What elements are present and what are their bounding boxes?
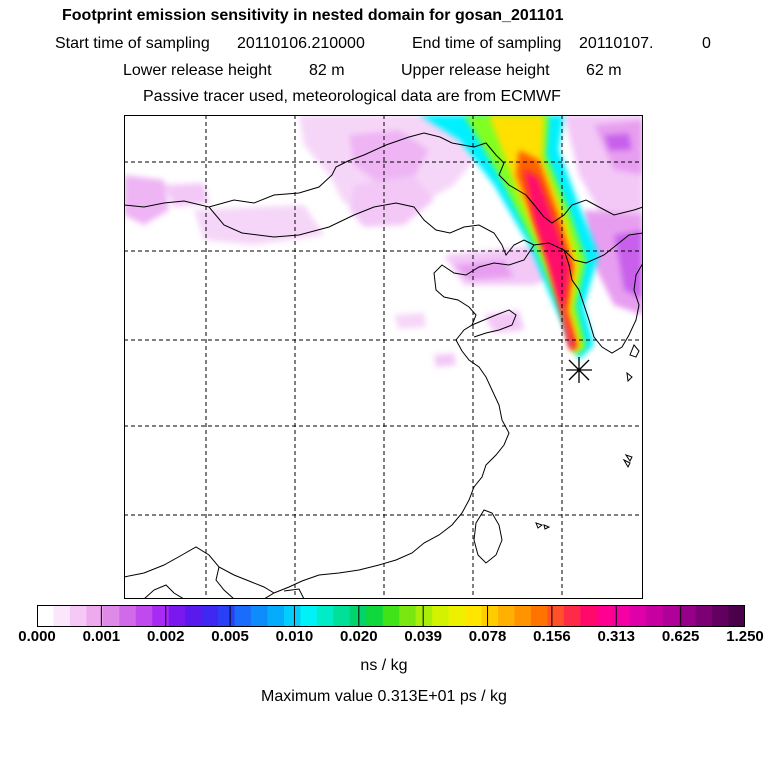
colorbar-swatch — [267, 605, 285, 627]
lower-release-label: Lower release height — [123, 62, 272, 79]
end-time-value: 20110107. — [579, 35, 654, 52]
colorbar-tick-label: 0.010 — [275, 628, 314, 645]
upper-release-value: 62 m — [586, 62, 622, 79]
colorbar-swatch — [300, 605, 318, 627]
colorbar-swatch — [185, 605, 203, 627]
colorbar-swatch — [366, 605, 384, 627]
map-frame — [124, 115, 643, 599]
colorbar — [37, 605, 745, 627]
colorbar-swatch — [316, 605, 334, 627]
colorbar-tick-label: 0.156 — [533, 628, 571, 645]
colorbar-swatch — [382, 605, 400, 627]
colorbar-tick-label: 0.002 — [146, 628, 185, 645]
colorbar-swatch — [448, 605, 466, 627]
colorbar-swatch — [514, 605, 532, 627]
colorbar-swatch — [135, 605, 153, 627]
end-time-label: End time of sampling — [412, 35, 562, 52]
colorbar-tick-label: 0.005 — [211, 628, 249, 645]
start-time-label: Start time of sampling — [55, 35, 210, 52]
colorbar-swatch — [629, 605, 647, 627]
plot-title: Footprint emission sensitivity in nested… — [62, 7, 564, 24]
colorbar-tick-label: 0.000 — [18, 628, 56, 645]
colorbar-tick-label: 0.625 — [661, 628, 700, 645]
colorbar-swatch — [695, 605, 713, 627]
map-grid — [124, 115, 643, 599]
colorbar-swatch — [234, 605, 252, 627]
colorbar-swatch — [596, 605, 614, 627]
colorbar-tick-label: 0.039 — [404, 628, 442, 645]
colorbar-swatch — [415, 605, 433, 627]
colorbar-swatch — [613, 605, 631, 627]
colorbar-swatch — [679, 605, 697, 627]
colorbar-swatch — [86, 605, 104, 627]
colorbar-swatch — [168, 605, 186, 627]
tracer-info: Passive tracer used, meteorological data… — [143, 88, 561, 105]
colorbar-swatch — [218, 605, 236, 627]
colorbar-swatch — [152, 605, 170, 627]
colorbar-units: ns / kg — [360, 657, 408, 674]
colorbar-swatch — [580, 605, 598, 627]
colorbar-swatch — [333, 605, 351, 627]
end-time-suffix: 0 — [702, 35, 711, 52]
colorbar-swatch — [563, 605, 581, 627]
colorbar-swatch — [646, 605, 664, 627]
colorbar-swatch — [547, 605, 565, 627]
colorbar-swatch — [37, 605, 55, 627]
colorbar-swatch — [465, 605, 483, 627]
colorbar-swatch — [251, 605, 269, 627]
colorbar-tick-label: 0.313 — [597, 628, 636, 645]
colorbar-swatch — [102, 605, 120, 627]
colorbar-swatch — [662, 605, 680, 627]
colorbar-frame — [37, 605, 745, 627]
colorbar-swatch — [432, 605, 450, 627]
maximum-value: Maximum value 0.313E+01 ps / kg — [261, 688, 507, 705]
colorbar-swatch — [481, 605, 499, 627]
colorbar-swatch — [119, 605, 137, 627]
colorbar-tick-label: 0.078 — [468, 628, 507, 645]
coastlines — [124, 132, 643, 599]
colorbar-swatch — [728, 605, 745, 627]
colorbar-swatch — [712, 605, 730, 627]
upper-release-label: Upper release height — [401, 62, 550, 79]
lower-release-value: 82 m — [309, 62, 345, 79]
receptor-marker-icon — [566, 357, 592, 383]
colorbar-tick-label: 1.250 — [726, 628, 764, 645]
start-time-value: 20110106.210000 — [237, 35, 365, 52]
colorbar-tick-label: 0.020 — [340, 628, 378, 645]
colorbar-swatch — [498, 605, 516, 627]
footprint-map — [124, 115, 643, 599]
colorbar-swatch — [53, 605, 71, 627]
colorbar-swatch — [530, 605, 549, 627]
colorbar-swatch — [201, 605, 219, 627]
colorbar-swatch — [69, 605, 87, 627]
colorbar-tick-label: 0.001 — [82, 628, 121, 645]
colorbar-swatch — [283, 605, 302, 627]
colorbar-swatch — [399, 605, 417, 627]
